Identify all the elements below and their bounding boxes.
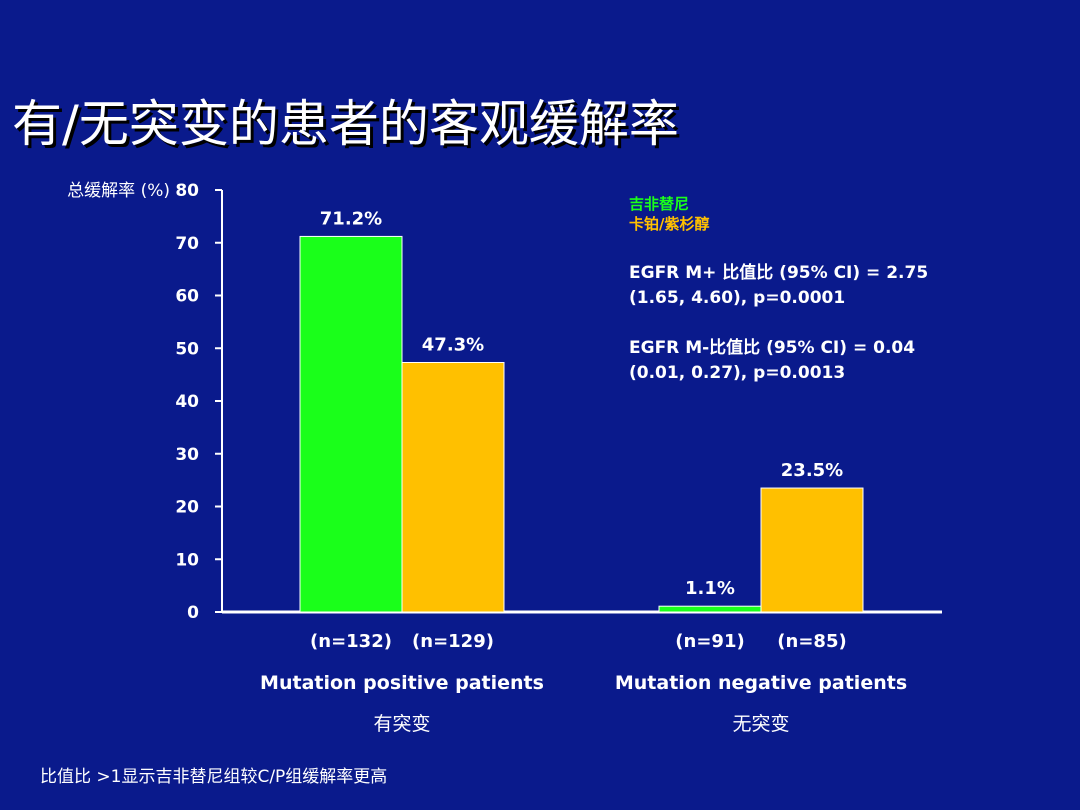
group-sublabel: 无突变 [732, 713, 789, 735]
group-label: Mutation negative patients [615, 672, 907, 694]
stats-m-minus-line1: EGFR M-比值比 (95% CI) = 0.04 [629, 338, 916, 358]
legend-item-gefitinib: 吉非替尼 [629, 195, 690, 213]
page-title: 有/无突变的患者的客观缓解率 [12, 95, 679, 153]
stats-m-plus: EGFR M+ 比值比 (95% CI) = 2.75 (1.65, 4.60)… [629, 261, 928, 311]
y-tick-label: 70 [175, 234, 199, 254]
y-tick-label: 50 [175, 339, 199, 359]
stats-m-minus: EGFR M-比值比 (95% CI) = 0.04 (0.01, 0.27),… [629, 336, 915, 386]
stats-m-plus-line1: EGFR M+ 比值比 (95% CI) = 2.75 [629, 263, 929, 283]
y-tick-label: 10 [175, 550, 199, 570]
bar-n-label: (n=91) [675, 631, 744, 652]
bar-n-label: (n=85) [777, 631, 846, 652]
stats-m-plus-line2: (1.65, 4.60), p=0.0001 [629, 288, 846, 308]
bar-value-label: 47.3% [422, 334, 484, 355]
y-tick-label: 30 [175, 445, 199, 465]
bar-value-label: 71.2% [320, 208, 382, 229]
legend-item-cp: 卡铂/紫杉醇 [629, 215, 710, 233]
y-tick-label: 80 [175, 181, 199, 201]
legend: 吉非替尼 卡铂/紫杉醇 [629, 194, 709, 234]
group-label: Mutation positive patients [260, 672, 544, 694]
bar-n-label: (n=129) [412, 631, 494, 652]
y-tick-label: 60 [175, 287, 199, 307]
bar [299, 235, 403, 613]
y-tick-label: 40 [175, 392, 199, 412]
bar [658, 605, 762, 613]
y-tick-label: 0 [187, 603, 199, 623]
bar [401, 361, 505, 613]
group-sublabel: 有突变 [373, 713, 430, 735]
bar [760, 487, 864, 613]
bar-value-label: 23.5% [781, 460, 843, 481]
y-tick-label: 20 [175, 498, 199, 518]
y-axis-label: 总缓解率 (%) [67, 181, 170, 201]
stats-m-minus-line2: (0.01, 0.27), p=0.0013 [629, 363, 846, 383]
footnote: 比值比 >1显示吉非替尼组较C/P组缓解率更高 [40, 767, 388, 787]
bar-value-label: 1.1% [685, 578, 735, 599]
bar-n-label: (n=132) [310, 631, 392, 652]
